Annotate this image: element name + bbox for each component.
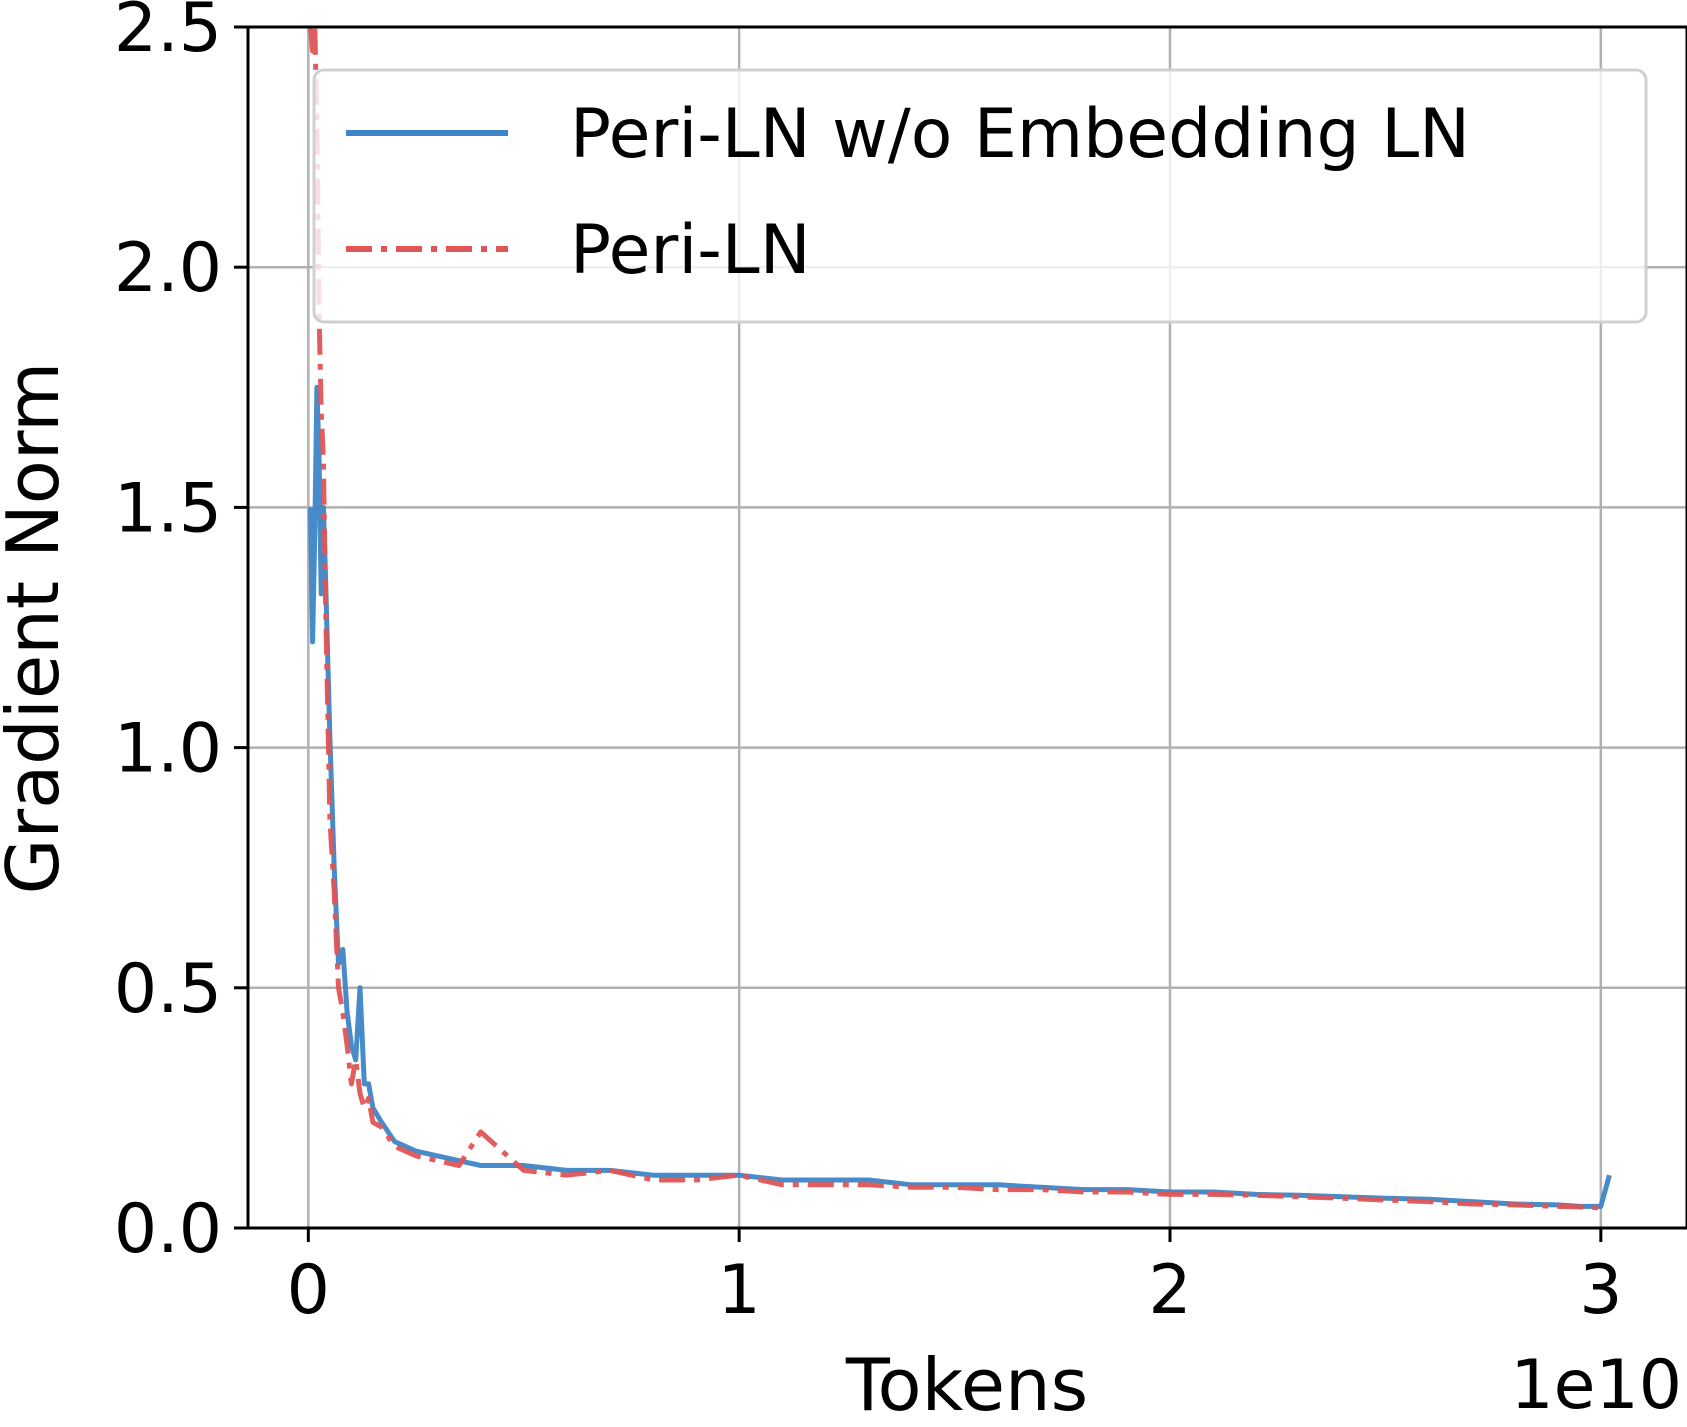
y-tick-label: 0.0: [114, 1190, 222, 1269]
y-tick-label: 2.5: [114, 0, 222, 68]
x-axis-label: Tokens: [845, 1343, 1088, 1427]
legend: Peri-LN w/o Embedding LN Peri-LN: [312, 68, 1648, 324]
axis-ticks: 0 1 2 3 0.0 0.5 1.0 1.5 2.0 2.5: [114, 0, 1623, 1330]
series-line-peri-ln: [308, 24, 1601, 1211]
x-tick-label: 2: [1148, 1251, 1191, 1330]
y-axis-label: Gradient Norm: [0, 362, 75, 895]
legend-label-peri-ln-wo-embedding-ln: Peri-LN w/o Embedding LN: [570, 95, 1470, 174]
axes-frame: [246, 25, 1687, 1230]
y-tick-label: 1.5: [114, 469, 222, 548]
x-tick-label: 1: [718, 1251, 761, 1330]
y-tick-label: 0.5: [114, 950, 222, 1029]
series-line-peri-ln-wo-embedding-ln: [308, 384, 1612, 1209]
plot-frame: [246, 25, 1687, 1230]
legend-label-peri-ln: Peri-LN: [570, 211, 811, 290]
y-tick-label: 1.0: [114, 710, 222, 789]
x-axis-offset-label: 1e10: [1510, 1346, 1682, 1425]
x-tick-label: 0: [287, 1251, 330, 1330]
legend-box: [312, 68, 1648, 324]
x-tick-label: 3: [1579, 1251, 1622, 1330]
series-layer: [308, 24, 1612, 1211]
y-tick-label: 2.0: [114, 229, 222, 308]
